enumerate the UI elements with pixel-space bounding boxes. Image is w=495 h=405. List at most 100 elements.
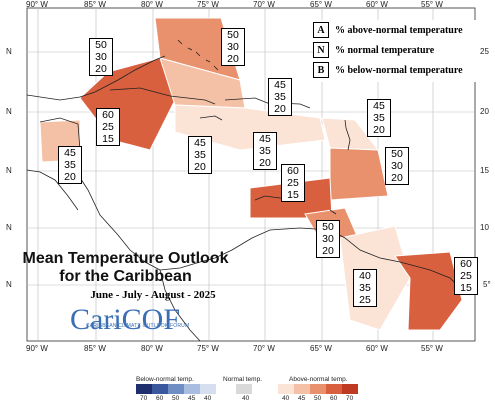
prob-below: 20	[227, 53, 239, 65]
prob-normal: 25	[287, 177, 299, 189]
prob-box-bahamas: 50 30 20	[221, 28, 245, 66]
legend-cell-above	[342, 384, 358, 394]
prob-above: 60	[287, 165, 299, 177]
lon-label-bottom: 70° W	[253, 344, 275, 353]
prob-box-cuba-west: 60 25 15	[96, 108, 120, 146]
legend-tick: 40	[242, 395, 250, 402]
legend-cell-normal	[236, 384, 252, 394]
lon-label-top: 80° W	[141, 0, 163, 9]
key-letter-n: N	[313, 42, 329, 58]
lat-label-left: N	[6, 166, 12, 175]
lon-label-bottom: 65° W	[310, 344, 332, 353]
prob-above: 50	[95, 39, 107, 51]
prob-box-suriname: 60 25 15	[454, 257, 478, 295]
lon-label-top: 70° W	[253, 0, 275, 9]
prob-normal: 30	[322, 233, 334, 245]
legend-tick: 45	[298, 395, 306, 402]
lon-label-top: 60° W	[366, 0, 388, 9]
lon-label-top: 75° W	[197, 0, 219, 9]
prob-below: 20	[194, 161, 206, 173]
prob-box-guyana: 40 35 25	[353, 269, 377, 307]
key-text-normal: % normal temperature	[335, 44, 435, 56]
legend-cell-below	[152, 384, 168, 394]
legend-cell-above	[278, 384, 294, 394]
map-title-line2: for the Caribbean	[59, 268, 192, 285]
prob-above: 40	[359, 270, 371, 282]
legend-above-label: Above-normal temp.	[289, 376, 348, 383]
prob-above: 45	[274, 79, 286, 91]
prob-box-hispaniola: 45 35 20	[253, 132, 277, 170]
legend-below-label: Below-normal temp.	[136, 376, 194, 383]
legend-tick: 70	[140, 395, 148, 402]
key-row-normal: N % normal temperature	[313, 42, 434, 58]
prob-normal: 35	[359, 282, 371, 294]
lat-label-left: N	[6, 223, 12, 232]
prob-normal: 35	[373, 112, 385, 124]
legend-cell-below	[168, 384, 184, 394]
lon-label-bottom: 55° W	[421, 344, 443, 353]
legend-cell-below	[136, 384, 152, 394]
map-title-line1: Mean Temperature Outlook	[22, 250, 229, 267]
key-row-above: A % above-normal temperature	[313, 22, 463, 38]
prob-below: 20	[274, 103, 286, 115]
prob-above: 45	[194, 137, 206, 149]
legend-tick: 70	[346, 395, 354, 402]
legend-tick: 45	[188, 395, 196, 402]
lat-label-left: N	[6, 107, 12, 116]
lat-label-right: 20	[480, 107, 489, 116]
legend-cell-above	[310, 384, 326, 394]
prob-box-gulf-honduras: 45 35 20	[58, 146, 82, 184]
prob-above: 60	[102, 109, 114, 121]
legend-tick: 50	[172, 395, 180, 402]
lon-label-top: 85° W	[84, 0, 106, 9]
zone-windwards	[329, 147, 389, 201]
legend-tick: 60	[330, 395, 338, 402]
lon-label-bottom: 90° W	[26, 344, 48, 353]
prob-box-central-carib: 60 25 15	[281, 164, 305, 202]
zone-suriname	[394, 251, 463, 331]
lon-label-bottom: 60° W	[366, 344, 388, 353]
legend-tick: 60	[156, 395, 164, 402]
coastlines	[26, 39, 463, 342]
prob-normal: 35	[194, 149, 206, 161]
prob-below: 25	[359, 294, 371, 306]
prob-above: 60	[460, 258, 472, 270]
lat-label-left: N	[6, 280, 12, 289]
prob-normal: 30	[227, 41, 239, 53]
prob-below: 15	[287, 189, 299, 201]
prob-normal: 35	[64, 159, 76, 171]
key-letter-a: A	[313, 22, 329, 38]
legend-cell-above	[326, 384, 342, 394]
legend-cell-below	[184, 384, 200, 394]
prob-above: 45	[259, 133, 271, 145]
legend-cell-above	[294, 384, 310, 394]
lat-label-left: N	[6, 47, 12, 56]
prob-above: 45	[64, 147, 76, 159]
legend-tick: 50	[314, 395, 322, 402]
lon-label-top: 90° W	[26, 0, 48, 9]
prob-below: 20	[322, 245, 334, 257]
prob-below: 20	[391, 172, 403, 184]
prob-above: 50	[322, 221, 334, 233]
season-label: June - July - August - 2025	[90, 289, 216, 301]
prob-normal: 25	[102, 121, 114, 133]
legend-normal-label: Normal temp.	[223, 376, 263, 383]
key-text-below: % below-normal temperature	[335, 64, 463, 76]
lon-label-top: 65° W	[310, 0, 332, 9]
lat-label-right: 25	[480, 47, 489, 56]
prob-normal: 25	[460, 270, 472, 282]
prob-above: 45	[373, 100, 385, 112]
prob-above: 50	[227, 29, 239, 41]
lon-label-bottom: 80° W	[141, 344, 163, 353]
prob-box-trinidad: 50 30 20	[316, 220, 340, 258]
prob-normal: 35	[259, 145, 271, 157]
key-row-below: B % below-normal temperature	[313, 62, 463, 78]
prob-below: 20	[64, 171, 76, 183]
prob-box-cuba-west-a: 50 30 20	[89, 38, 113, 76]
lon-label-top: 55° W	[421, 0, 443, 9]
lat-label-right: 10	[480, 223, 489, 232]
prob-normal: 30	[391, 160, 403, 172]
prob-normal: 30	[95, 51, 107, 63]
key-text-above: % above-normal temperature	[335, 24, 463, 36]
lat-label-right: 15	[480, 166, 489, 175]
